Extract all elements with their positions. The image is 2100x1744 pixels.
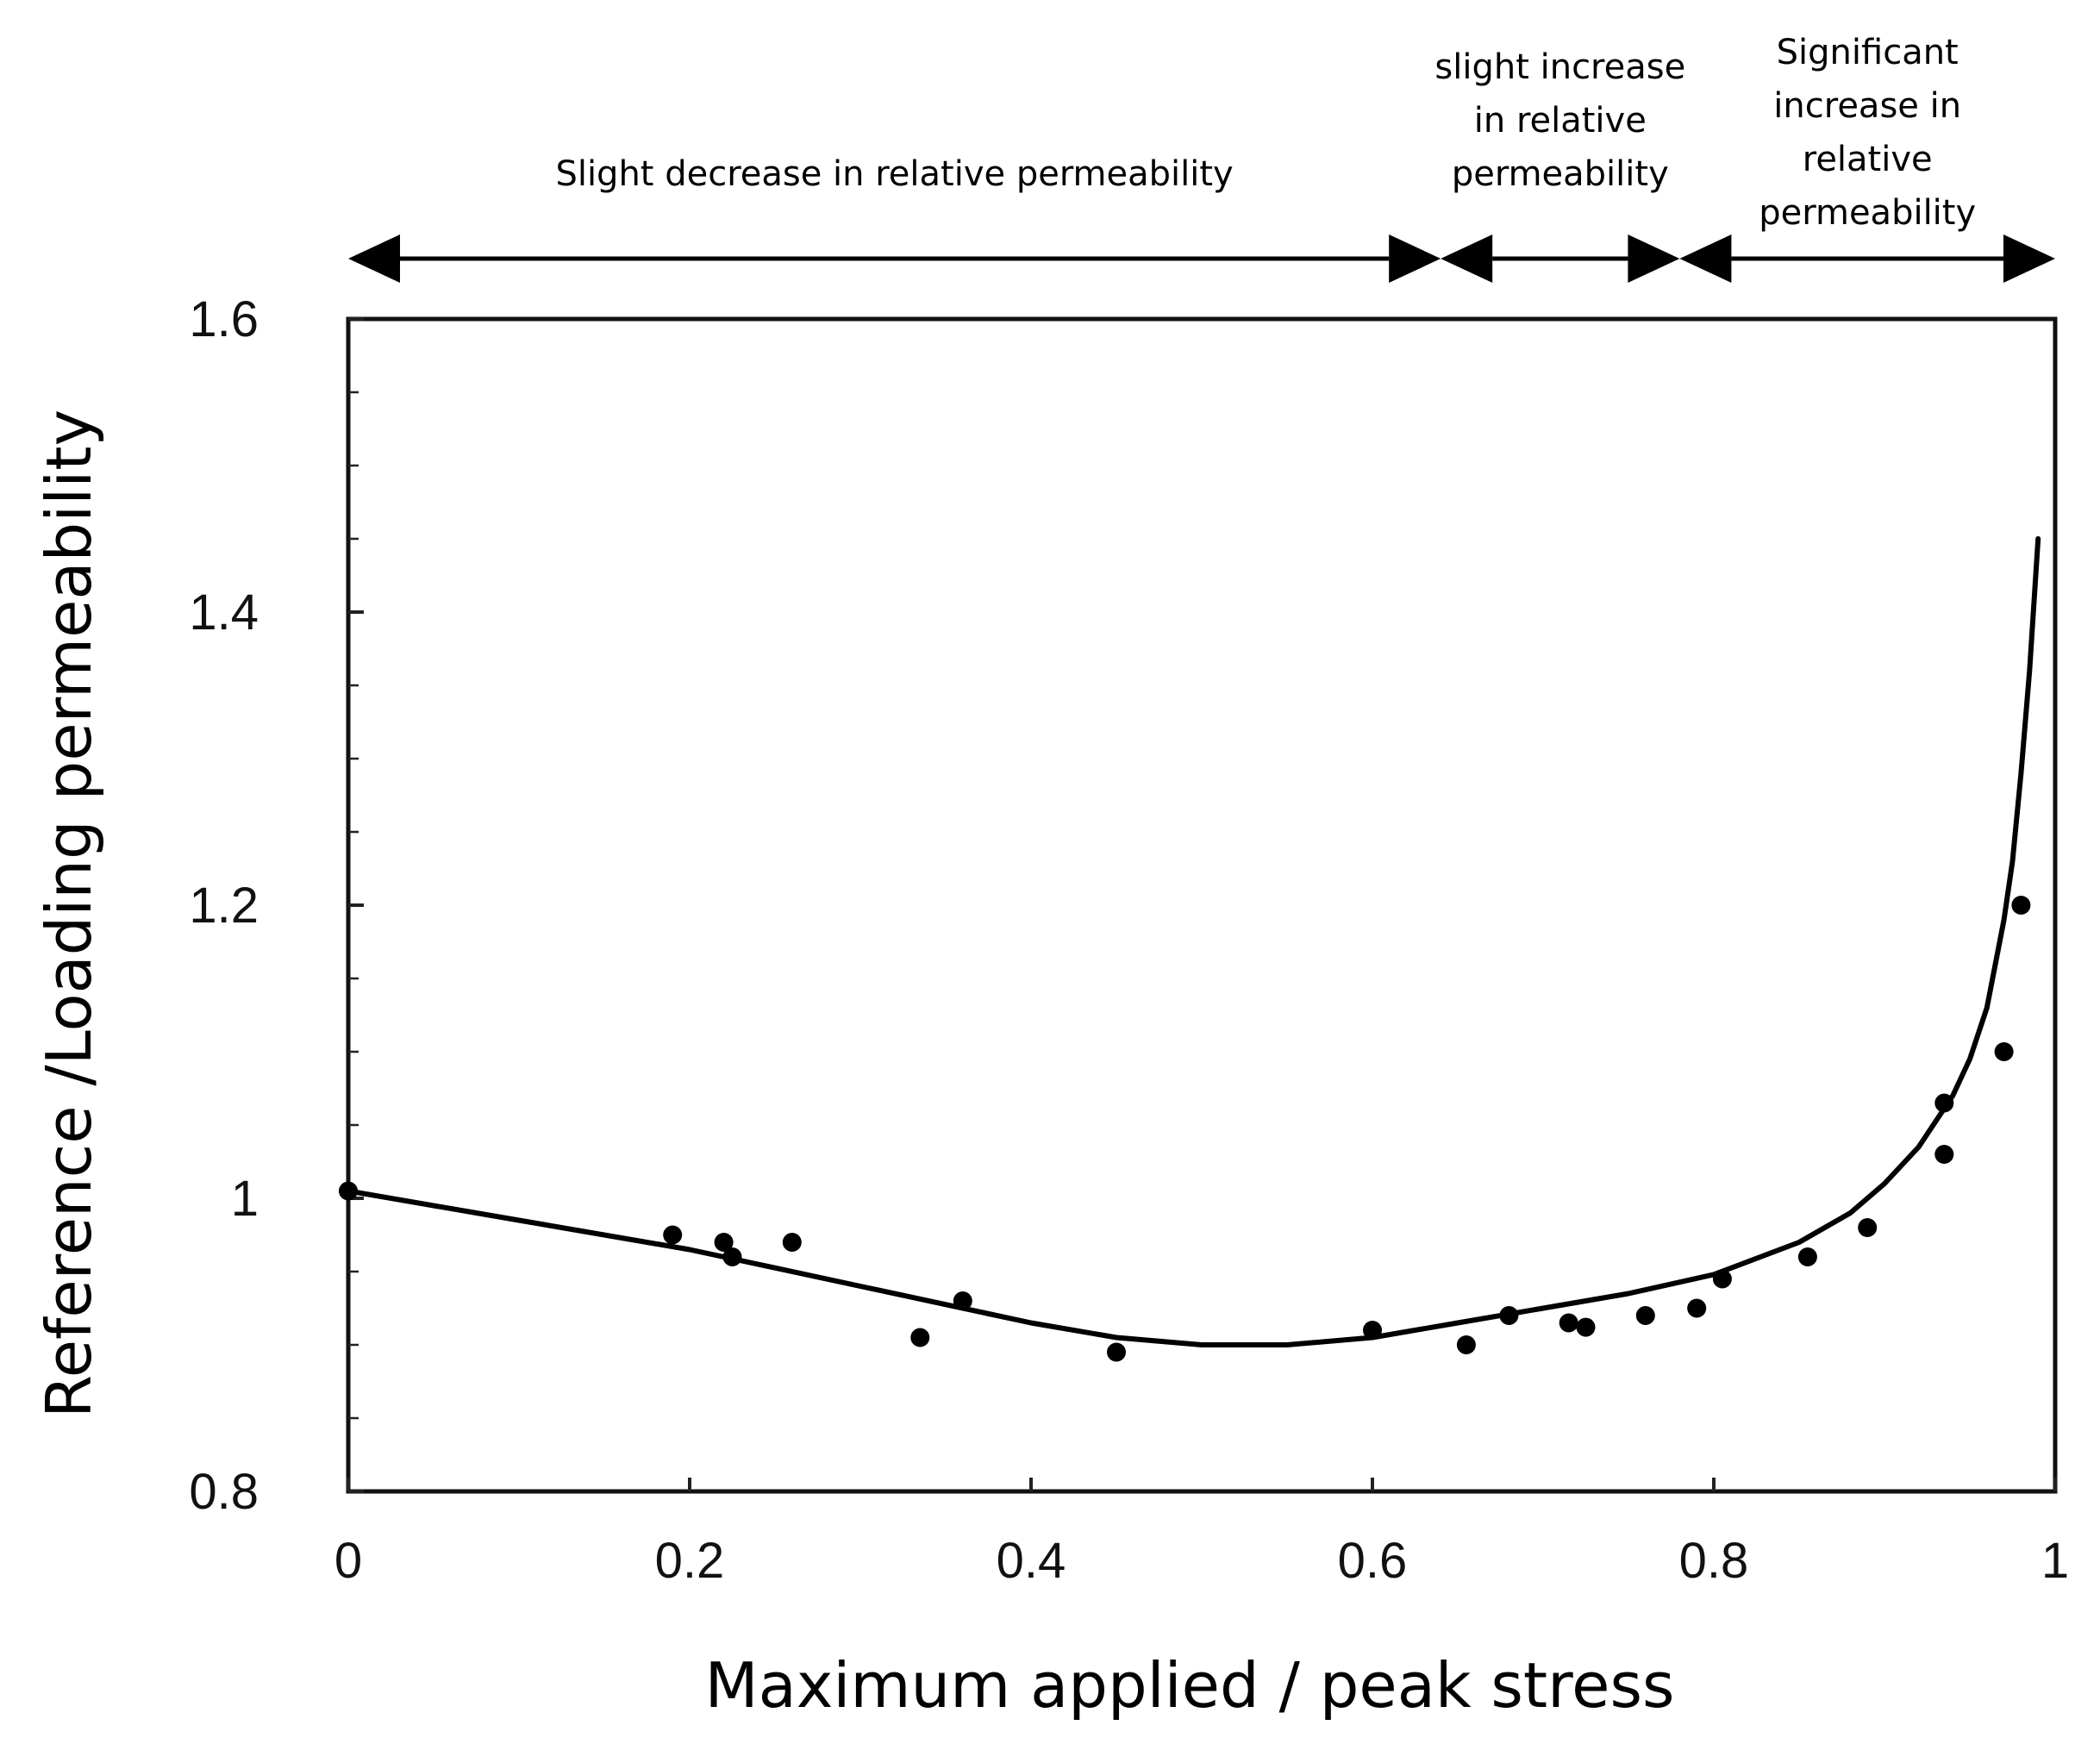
x-tick-label: 0.6 xyxy=(1338,1533,1408,1589)
region-arrow xyxy=(1441,234,1680,283)
data-point xyxy=(339,1181,358,1201)
plot-frame xyxy=(346,316,2058,1494)
data-point xyxy=(714,1233,734,1252)
region-arrow xyxy=(348,234,1441,283)
data-point xyxy=(1858,1218,1878,1237)
region-annotation: Significant increase in relative permeabili… xyxy=(1759,33,1976,233)
data-point xyxy=(2011,896,2031,915)
region-annotation-line: in relative xyxy=(1474,101,1647,141)
data-point xyxy=(1994,1042,2014,1061)
data-point xyxy=(1934,1145,1954,1164)
y-tick-label: 1.2 xyxy=(189,878,259,934)
region-annotation: slight increase in relative permeability xyxy=(1434,47,1685,194)
data-point xyxy=(1456,1335,1476,1354)
data-point xyxy=(1499,1306,1519,1325)
y-tick-label: 1.6 xyxy=(189,291,259,347)
x-tick-labels: 0 0.2 0.4 0.6 0.8 1 xyxy=(334,1533,2069,1589)
y-tick-marks xyxy=(348,317,364,1493)
region-annotation: Slight decrease in relative permeability xyxy=(555,154,1233,194)
region-arrow xyxy=(1679,234,2055,283)
region-annotation-line: increase in xyxy=(1773,86,1961,126)
arrowhead-left xyxy=(348,234,400,283)
arrowhead-right xyxy=(1389,234,1441,283)
x-tick-label: 0.4 xyxy=(997,1533,1066,1589)
data-point xyxy=(1934,1093,1954,1113)
region-annotation-line: relative xyxy=(1803,140,1933,179)
x-tick-label: 0.8 xyxy=(1679,1533,1749,1589)
y-tick-label: 1 xyxy=(231,1171,259,1227)
data-point xyxy=(1797,1247,1817,1266)
region-arrows xyxy=(348,234,2055,283)
data-point xyxy=(1687,1298,1707,1318)
arrowhead-right xyxy=(1628,234,1680,283)
data-point xyxy=(663,1225,683,1245)
trend-curve xyxy=(348,536,2041,1347)
data-point xyxy=(1363,1321,1382,1340)
x-tick-marks xyxy=(347,1478,2057,1491)
y-tick-label: 0.8 xyxy=(189,1464,259,1520)
y-tick-labels: 0.8 1 1.2 1.4 1.6 xyxy=(189,291,259,1520)
region-annotation-line: permeability xyxy=(1452,154,1669,194)
region-annotation-line: permeability xyxy=(1759,193,1976,233)
arrowhead-right xyxy=(2003,234,2055,283)
y-axis-title: Reference /Loading permeability xyxy=(33,409,105,1418)
data-point xyxy=(910,1328,930,1347)
data-point xyxy=(782,1233,802,1252)
arrowhead-left xyxy=(1679,234,1732,283)
region-annotation-line: slight increase xyxy=(1434,47,1685,87)
data-point xyxy=(953,1291,972,1310)
data-point xyxy=(1576,1317,1596,1337)
region-annotation-line: Significant xyxy=(1777,33,1959,72)
x-tick-label: 0 xyxy=(334,1533,362,1589)
x-axis-title: Maximum applied / peak stress xyxy=(705,1649,1675,1722)
data-points xyxy=(339,896,2031,1362)
data-point xyxy=(1712,1269,1732,1289)
data-point xyxy=(722,1247,742,1266)
region-annotation-line: Slight decrease in relative permeability xyxy=(555,154,1233,194)
x-tick-label: 0.2 xyxy=(655,1533,725,1589)
data-point xyxy=(1107,1342,1126,1362)
data-point xyxy=(1559,1313,1578,1333)
x-tick-label: 1 xyxy=(2041,1533,2069,1589)
y-tick-label: 1.4 xyxy=(189,584,259,641)
arrowhead-left xyxy=(1441,234,1493,283)
region-annotations: Slight decrease in relative permeability… xyxy=(555,33,1976,233)
data-point xyxy=(1635,1306,1655,1325)
